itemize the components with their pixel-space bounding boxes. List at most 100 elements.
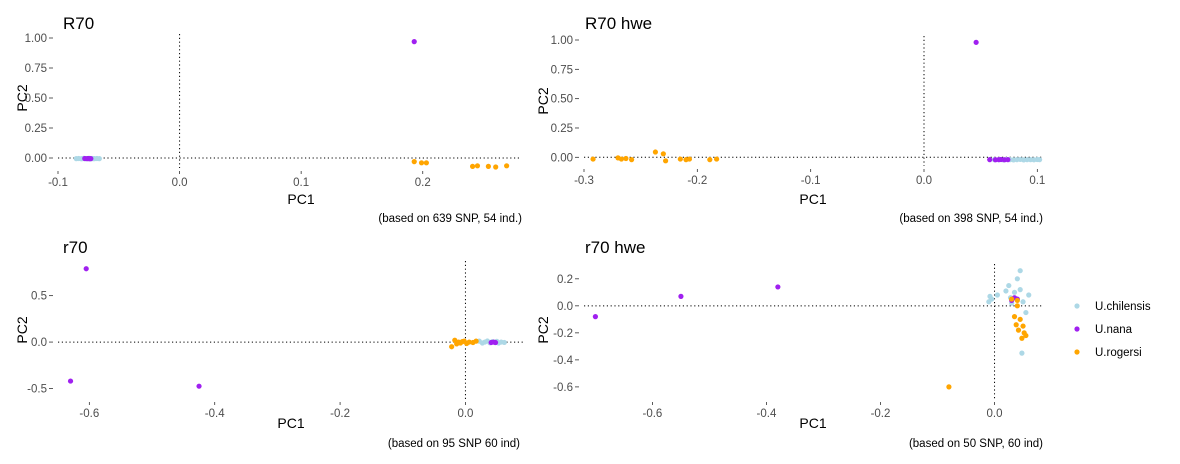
- legend-label-u-chilensis: U.chilensis: [1095, 301, 1151, 313]
- point-u-rogersi: [449, 344, 455, 350]
- point-u-rogersi: [660, 151, 666, 157]
- point-u-nana: [67, 378, 74, 384]
- point-u-rogersi: [423, 160, 429, 166]
- point-u-chilensis: [1037, 157, 1043, 163]
- point-u-rogersi: [1017, 316, 1023, 322]
- x-tick-label: 0.0: [172, 177, 188, 189]
- y-tick-label: 0.50: [551, 94, 573, 106]
- x-tick-label: -0.2: [687, 175, 707, 187]
- point-u-rogersi: [469, 163, 476, 169]
- panel-r70-hwe-lower: r70 hwe PC1 PC2 (based on 50 SNP, 60 ind…: [535, 238, 1043, 450]
- point-u-rogersi: [946, 384, 952, 390]
- y-tick-label: 0.75: [25, 63, 47, 75]
- point-u-rogersi: [1014, 303, 1020, 309]
- x-tick-label: -0.4: [757, 408, 777, 420]
- panel-r70-hwe: R70 hwe PC1 PC2 (based on 398 SNP, 54 in…: [535, 14, 1045, 225]
- y-tick-label: 1.00: [551, 35, 573, 47]
- y-tick-label: 0.2: [557, 274, 573, 286]
- snp-caption: (based on 50 SNP, 60 ind): [909, 438, 1043, 450]
- scatter-plot-area: -0.6 -0.4 -0.2 0.0 -0.5 0.0 0.5: [27, 261, 525, 420]
- point-u-rogersi: [663, 158, 669, 164]
- point-u-rogersi: [493, 164, 499, 170]
- point-u-chilensis: [1026, 292, 1032, 298]
- point-u-rogersi: [623, 155, 629, 162]
- y-tick-label: 0.0: [31, 337, 47, 349]
- panel-r70: R70 PC1 PC2 (based on 639 SNP, 54 ind.) …: [14, 14, 522, 225]
- x-tick-label: 0.0: [457, 408, 473, 420]
- y-tick-label: 0.25: [25, 123, 47, 135]
- point-u-rogersi: [1019, 335, 1025, 341]
- point-u-chilensis: [501, 339, 507, 346]
- point-u-rogersi: [1011, 314, 1018, 320]
- point-u-nana: [83, 266, 89, 272]
- point-u-rogersi: [590, 156, 596, 162]
- x-axis-label: PC1: [287, 191, 314, 207]
- y-tick-label: -0.4: [553, 355, 573, 367]
- point-u-rogersi: [618, 156, 625, 162]
- point-u-nana: [775, 284, 781, 290]
- y-axis-label: PC2: [14, 316, 30, 343]
- point-u-rogersi: [652, 149, 659, 155]
- x-tick-label: 0.2: [415, 177, 431, 189]
- point-u-rogersi: [473, 338, 479, 344]
- panel-r70-lower: r70 PC1 PC2 (based on 95 SNP 60 ind) -0.…: [14, 238, 525, 450]
- point-u-chilensis: [1017, 268, 1023, 274]
- scatter-plot-area: -0.3 -0.2 -0.1 0.0 0.1 0.00 0.25 0.50 0.75 1.00: [551, 35, 1046, 187]
- point-u-chilensis: [1006, 282, 1012, 289]
- point-u-rogersi: [714, 156, 720, 162]
- panel-title: R70: [63, 14, 94, 33]
- y-tick-label: 0.5: [31, 291, 47, 303]
- x-tick-label: -0.2: [330, 408, 350, 420]
- point-u-rogersi: [686, 156, 693, 162]
- point-u-rogersi: [1015, 327, 1022, 333]
- point-u-nana: [1005, 157, 1011, 163]
- point-u-chilensis: [1014, 276, 1020, 282]
- y-tick-label: -0.5: [27, 384, 47, 396]
- point-u-rogersi: [474, 163, 481, 169]
- y-tick-label: 0.00: [25, 153, 47, 165]
- x-tick-label: 0.0: [916, 175, 932, 187]
- point-u-nana: [592, 314, 599, 320]
- panel-title: R70 hwe: [585, 14, 652, 33]
- y-tick-label: -0.6: [553, 382, 573, 394]
- snp-caption: (based on 95 SNP 60 ind): [388, 438, 520, 450]
- y-tick-label: 0.0: [557, 301, 573, 313]
- legend-label-u-rogersi: U.rogersi: [1095, 347, 1142, 359]
- point-u-chilensis: [1003, 288, 1009, 294]
- point-u-rogersi: [1023, 332, 1029, 339]
- legend: U.chilensis U.nana U.rogersi: [1074, 301, 1151, 359]
- point-u-chilensis: [989, 296, 995, 302]
- point-u-chilensis: [1011, 289, 1018, 295]
- legend-key-u-rogersi: [1074, 349, 1080, 355]
- x-tick-label: 0.1: [1029, 175, 1045, 187]
- point-u-chilensis: [1019, 350, 1025, 356]
- legend-key-u-nana: [1074, 326, 1080, 332]
- x-tick-label: -0.6: [79, 408, 99, 420]
- point-u-rogersi: [1013, 322, 1019, 328]
- y-tick-label: 1.00: [25, 33, 47, 45]
- y-tick-label: 0.25: [551, 123, 573, 135]
- y-tick-label: 0.50: [25, 93, 47, 105]
- point-u-rogersi: [629, 157, 635, 163]
- x-tick-label: -0.1: [48, 177, 68, 189]
- point-u-rogersi: [677, 156, 683, 162]
- point-u-rogersi: [485, 163, 491, 169]
- snp-caption: (based on 398 SNP, 54 ind.): [899, 213, 1043, 225]
- point-u-chilensis: [1020, 299, 1026, 305]
- panel-title: r70: [63, 238, 88, 257]
- y-axis-label: PC2: [535, 87, 551, 114]
- x-axis-label: PC1: [277, 415, 304, 431]
- point-u-rogersi: [418, 160, 425, 166]
- y-tick-label: 0.75: [551, 64, 573, 76]
- point-u-nana: [973, 39, 979, 45]
- x-tick-label: 0.0: [987, 408, 1003, 420]
- legend-label-u-nana: U.nana: [1095, 324, 1133, 336]
- point-u-nana: [88, 156, 94, 162]
- y-axis-label: PC2: [535, 316, 551, 343]
- point-u-rogersi: [411, 159, 417, 165]
- point-u-chilensis: [96, 156, 102, 162]
- point-u-rogersi: [1009, 296, 1015, 302]
- y-axis-label: PC2: [14, 84, 30, 111]
- x-axis-label: PC1: [799, 191, 826, 207]
- x-tick-label: -0.6: [643, 408, 663, 420]
